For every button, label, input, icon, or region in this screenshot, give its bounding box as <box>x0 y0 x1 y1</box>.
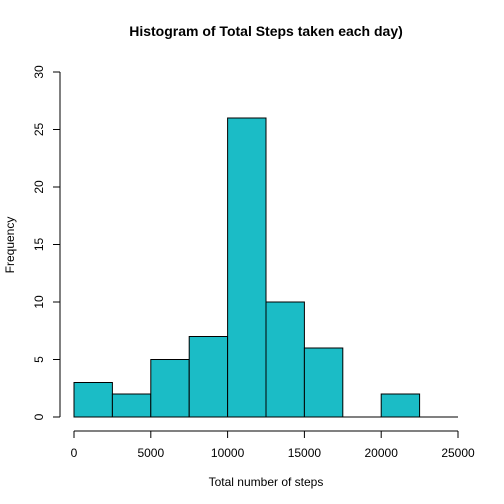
x-tick-label: 10000 <box>211 446 245 460</box>
x-tick-label: 5000 <box>137 446 164 460</box>
histogram-bar <box>73 382 113 418</box>
y-tick-label: 10 <box>32 295 46 309</box>
y-axis: 0 5 10 15 20 25 30 <box>32 65 61 420</box>
y-tick-label: 0 <box>32 413 46 420</box>
x-axis-label: Total number of steps <box>209 475 324 489</box>
x-tick-label: 0 <box>71 446 78 460</box>
y-tick-label: 15 <box>32 238 46 252</box>
histogram-bar <box>111 393 152 418</box>
y-tick-label: 20 <box>32 180 46 194</box>
histogram-bar <box>150 359 190 418</box>
y-tick-label: 30 <box>32 65 46 79</box>
bars-group <box>73 117 458 418</box>
y-tick-label: 25 <box>32 123 46 137</box>
y-tick-label: 5 <box>32 356 46 363</box>
chart-title: Histogram of Total Steps taken each day) <box>129 23 403 39</box>
histogram-bar <box>380 393 421 418</box>
histogram-bar <box>188 336 229 418</box>
x-tick-label: 15000 <box>288 446 322 460</box>
x-tick-label: 25000 <box>441 446 475 460</box>
x-tick-label: 20000 <box>365 446 399 460</box>
histogram-bar <box>265 301 305 418</box>
y-axis-label: Frequency <box>3 217 17 274</box>
histogram-bar <box>227 117 267 418</box>
histogram-bar <box>303 347 344 418</box>
x-axis: 0 5000 10000 15000 20000 25000 <box>71 430 475 460</box>
